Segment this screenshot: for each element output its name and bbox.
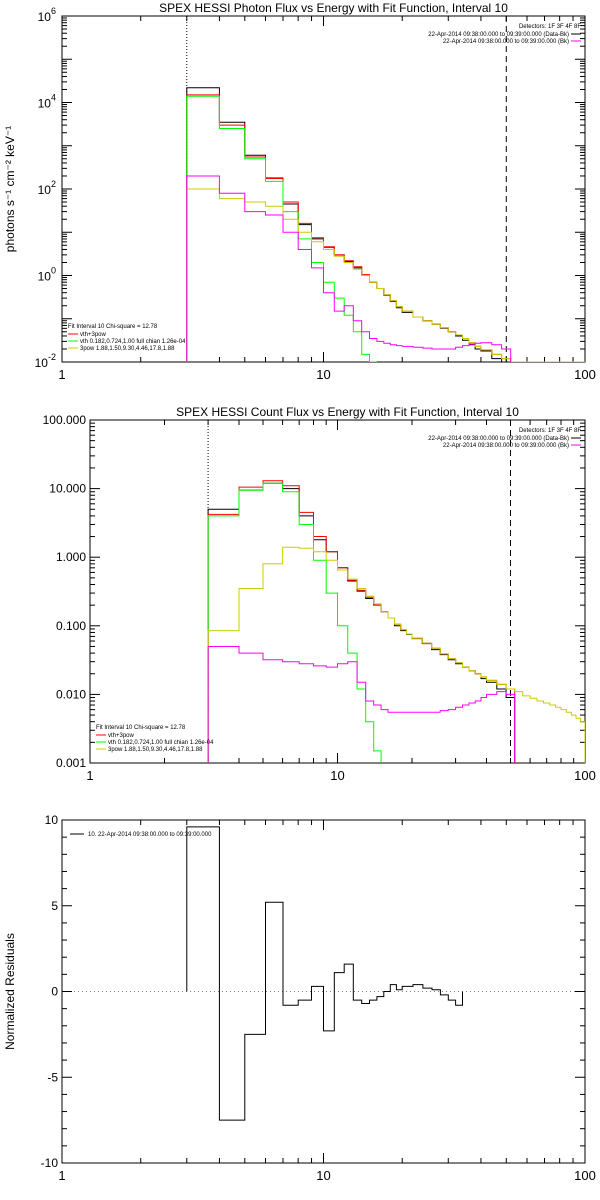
y-tick-exponent: 4	[51, 93, 56, 103]
y-tick-label: 10	[45, 813, 59, 827]
y-tick-label: 0.100	[56, 619, 86, 633]
y-tick-label: 100	[38, 266, 56, 284]
x-tick-label: 100	[574, 367, 596, 382]
y-tick-label: 0.001	[56, 756, 86, 770]
series-vth-line	[207, 482, 382, 763]
count-flux-plot: SPEX HESSI Count Flux vs Energy with Fit…	[43, 405, 596, 783]
residual-legend-entry: 10. 22-Apr-2014 09:38:00.000 to 09:39:00…	[88, 832, 212, 838]
legend-header: Detectors: 1F 3F 4F 8F	[519, 24, 581, 30]
y-tick-label: 5	[51, 899, 58, 913]
fit-legend-entry: vth+3pow	[80, 332, 107, 338]
y-tick-base: 10	[38, 97, 52, 111]
y-tick-label: 10.000	[49, 482, 86, 496]
y-tick-label: 100.000	[43, 413, 87, 427]
series-residuals-line	[186, 826, 463, 1121]
x-tick-label: 10	[316, 367, 330, 382]
y-tick-base: 10	[38, 10, 52, 24]
series-bk-line	[186, 175, 512, 362]
photon-flux-plot: SPEX HESSI Photon Flux vs Energy with Fi…	[3, 1, 596, 382]
x-tick-label: 100	[574, 1168, 596, 1183]
series-data-bk-line	[207, 482, 516, 763]
legend-entry: 22-Apr-2014 09:38:00.000 to 09:39:00.000…	[428, 436, 569, 442]
y-tick-label: 0	[51, 985, 58, 999]
data-layer	[186, 87, 585, 362]
legend-entry: 22-Apr-2014 09:38:00.000 to 09:39:00.000…	[443, 443, 569, 449]
series-vth-line	[186, 95, 377, 362]
fit-legend-entry: vth+3pow	[108, 733, 135, 739]
legend-entry: 22-Apr-2014 09:38:00.000 to 09:39:00.000…	[428, 32, 569, 38]
fit-legend-entry: 3pow 1.88,1.50,9.30,4.46,17.8,1.88	[108, 747, 203, 753]
y-tick-base: 10	[38, 270, 52, 284]
y-axis-label: Normalized Residuals	[3, 933, 17, 1050]
y-tick-label: 102	[38, 179, 56, 197]
y-tick-label: -10	[41, 1156, 59, 1170]
x-tick-label: 100	[574, 768, 596, 783]
y-tick-exponent: -2	[48, 352, 56, 362]
y-tick-exponent: 0	[51, 266, 56, 276]
chart-title: SPEX HESSI Photon Flux vs Energy with Fi…	[159, 1, 508, 15]
series-3pow-line	[186, 188, 585, 362]
x-tick-label: 1	[58, 1168, 65, 1183]
y-tick-base: 10	[38, 183, 52, 197]
data-layer	[207, 480, 585, 763]
y-tick-base: 10	[35, 356, 49, 370]
fit-legend-entry: vth 0.182,0.724,1.00 full chian 1.26e-04	[108, 740, 214, 746]
y-tick-label: -5	[47, 1070, 58, 1084]
series-fit-total-line	[207, 480, 516, 763]
y-tick-label: 106	[38, 6, 56, 24]
y-axis-label: photons s⁻¹ cm⁻² keV⁻¹	[3, 126, 17, 252]
x-tick-label: 10	[316, 1168, 330, 1183]
y-tick-label: 0.010	[56, 687, 86, 701]
legend-header: Detectors: 1F 3F 4F 8F	[519, 428, 581, 434]
y-tick-exponent: 6	[51, 6, 56, 16]
y-tick-label: 10-2	[35, 352, 56, 370]
x-tick-label: 1	[58, 367, 65, 382]
fit-legend-header: Fit Interval 10 Chi-square = 12.78	[96, 725, 186, 731]
data-layer	[186, 826, 463, 1121]
series-fit-total-line	[186, 94, 512, 362]
chart-title: SPEX HESSI Count Flux vs Energy with Fit…	[176, 405, 519, 419]
fit-legend-entry: vth 0.182,0.724,1.00 full chian 1.26e-04	[80, 339, 186, 345]
y-tick-exponent: 2	[51, 179, 56, 189]
fit-legend-entry: 3pow 1.88,1.50,9.30,4.46,17.8,1.88	[80, 346, 175, 352]
fit-legend-header: Fit Interval 10 Chi-square = 12.78	[68, 324, 158, 330]
x-tick-label: 1	[86, 768, 93, 783]
residuals-plot: Normalized Residuals 1 10 100 10 5 0 -5 -10 10. 2…	[3, 813, 596, 1183]
series-3pow-line	[207, 546, 585, 763]
y-tick-label: 1.000	[56, 550, 86, 564]
series-bk-line	[207, 646, 516, 763]
y-tick-label: 104	[38, 93, 56, 111]
legend-entry: 22-Apr-2014 09:38:00.000 to 09:39:00.000…	[443, 39, 569, 45]
x-tick-label: 10	[330, 768, 344, 783]
